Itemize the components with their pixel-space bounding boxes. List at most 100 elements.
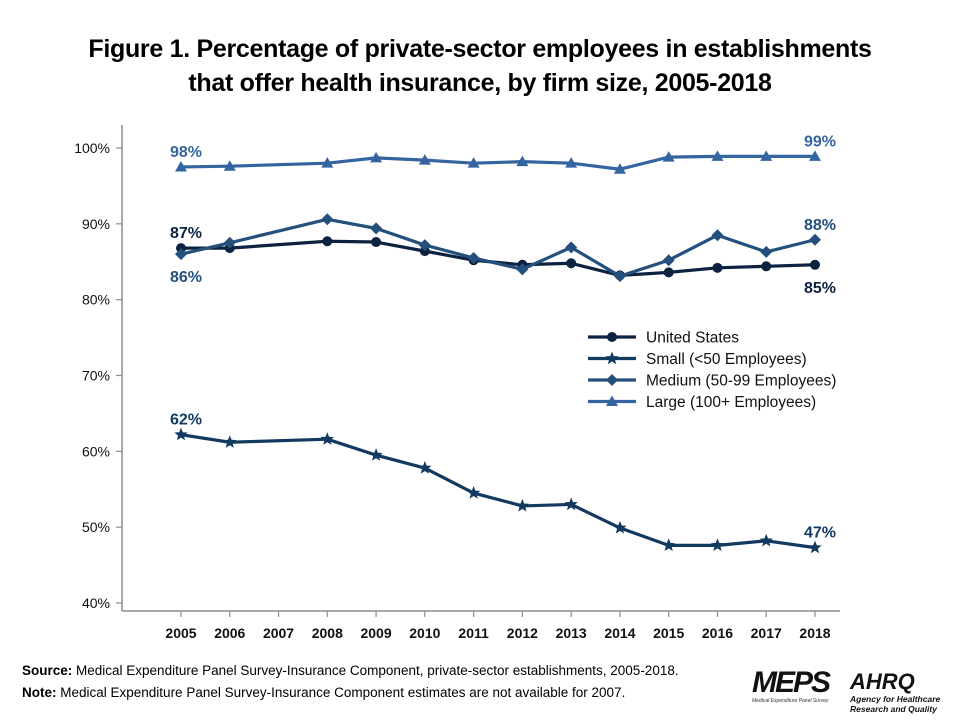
series-line — [180, 433, 816, 550]
data-point — [223, 160, 236, 171]
data-label: 87% — [170, 225, 202, 242]
data-point — [175, 160, 187, 172]
data-point — [418, 154, 431, 165]
data-label: 88% — [804, 217, 836, 234]
data-point — [565, 157, 578, 168]
data-point — [662, 151, 675, 162]
data-point — [419, 246, 430, 257]
data-point — [662, 254, 675, 267]
note-line: Note: Medical Expenditure Panel Survey-I… — [22, 682, 679, 704]
data-point — [613, 270, 626, 283]
data-point — [566, 258, 577, 269]
data-point — [176, 243, 186, 254]
data-label: 99% — [804, 133, 836, 150]
data-point — [711, 150, 724, 161]
data-point — [564, 497, 578, 511]
series-medium-50-99-employees — [175, 213, 821, 283]
source-line: Source: Medical Expenditure Panel Survey… — [22, 660, 679, 682]
source-label: Source: — [22, 663, 73, 678]
data-point — [369, 448, 383, 461]
series-large-100-employees — [175, 150, 821, 174]
ahrq-logo: AHRQ — [850, 669, 915, 694]
chart-title-line-2: that offer health insurance, by firm siz… — [188, 69, 772, 97]
legend-swatch-marker — [606, 374, 618, 386]
y-tick-label: 70% — [82, 368, 110, 384]
data-label: 62% — [170, 412, 202, 429]
y-tick-label: 80% — [82, 292, 110, 308]
legend: United States Small (<50 Employees) Medium… — [588, 330, 836, 411]
data-point — [760, 150, 773, 161]
chart-title: Figure 1. Percentage of private-sector e… — [0, 32, 960, 100]
source-text: Medical Expenditure Panel Survey-Insuran… — [72, 663, 679, 678]
series-united-states — [176, 236, 820, 281]
data-point — [712, 262, 723, 273]
x-tick-label: 2013 — [556, 625, 587, 641]
chart-title-line-1: Figure 1. Percentage of private-sector e… — [88, 35, 872, 63]
data-point — [418, 461, 432, 474]
data-point — [418, 239, 431, 252]
data-point — [760, 245, 773, 258]
legend-swatch-marker — [605, 351, 619, 365]
ahrq-subtitle-line-2: Research and Quality — [850, 704, 937, 714]
data-point — [223, 435, 237, 448]
data-label: 86% — [170, 269, 202, 286]
y-tick-label: 50% — [82, 519, 110, 535]
data-point — [370, 151, 383, 163]
legend-item: United States — [588, 330, 739, 347]
x-tick-label: 2010 — [409, 625, 440, 641]
data-point — [809, 233, 821, 246]
data-point — [810, 259, 820, 270]
x-tick-label: 2006 — [214, 625, 245, 641]
legend-swatch-marker — [606, 395, 618, 406]
y-tick-label: 60% — [82, 443, 110, 459]
y-tick-label: 100% — [74, 140, 110, 156]
data-point — [370, 222, 383, 235]
data-point — [710, 538, 725, 551]
note-text: Medical Expenditure Panel Survey-Insuran… — [56, 685, 626, 700]
note-label: Note: — [22, 685, 57, 700]
x-tick-label: 2014 — [604, 625, 635, 641]
ahrq-logo-subtitle: Agency for Healthcare Research and Quali… — [850, 694, 940, 714]
legend-label: Small (<50 Employees) — [646, 351, 807, 368]
legend-label: Large (100+ Employees) — [646, 394, 816, 411]
data-point — [467, 251, 480, 264]
data-point — [613, 520, 627, 534]
footer: Source: Medical Expenditure Panel Survey… — [22, 660, 679, 704]
data-point — [663, 267, 674, 278]
meps-logo-subtitle: Medical Expenditure Panel Survey — [752, 698, 829, 704]
data-point — [565, 241, 578, 254]
data-point — [321, 157, 334, 168]
data-point — [321, 213, 334, 226]
x-tick-label: 2005 — [165, 625, 196, 641]
x-tick-label: 2011 — [458, 625, 489, 641]
data-point — [174, 427, 188, 441]
data-point — [613, 163, 626, 174]
data-point — [711, 229, 724, 242]
legend-item: Small (<50 Employees) — [588, 351, 807, 368]
data-point — [223, 236, 236, 249]
ahrq-subtitle-line-1: Agency for Healthcare — [850, 694, 941, 704]
data-point — [467, 157, 480, 168]
y-tick-label: 90% — [82, 216, 110, 232]
x-tick-label: 2015 — [653, 625, 684, 641]
data-point — [662, 538, 676, 551]
legend-label: United States — [646, 330, 739, 347]
x-tick-label: 2012 — [507, 625, 538, 641]
data-point — [761, 261, 772, 272]
data-point — [320, 432, 334, 445]
meps-logo: MEPS — [752, 666, 831, 699]
data-point — [371, 237, 382, 248]
legend-swatch-marker — [607, 332, 617, 342]
logos: MEPS Medical Expenditure Panel Survey AH… — [752, 668, 952, 718]
x-tick-label: 2008 — [312, 625, 343, 641]
data-point — [809, 150, 821, 161]
data-point — [516, 263, 529, 276]
legend-item: Large (100+ Employees) — [588, 394, 816, 411]
series-layer — [174, 150, 822, 554]
x-tick-label: 2016 — [702, 625, 733, 641]
data-point — [322, 236, 333, 247]
data-label: 98% — [170, 144, 202, 161]
x-tick-label: 2009 — [360, 625, 391, 641]
x-tick-label: 2017 — [751, 625, 782, 641]
